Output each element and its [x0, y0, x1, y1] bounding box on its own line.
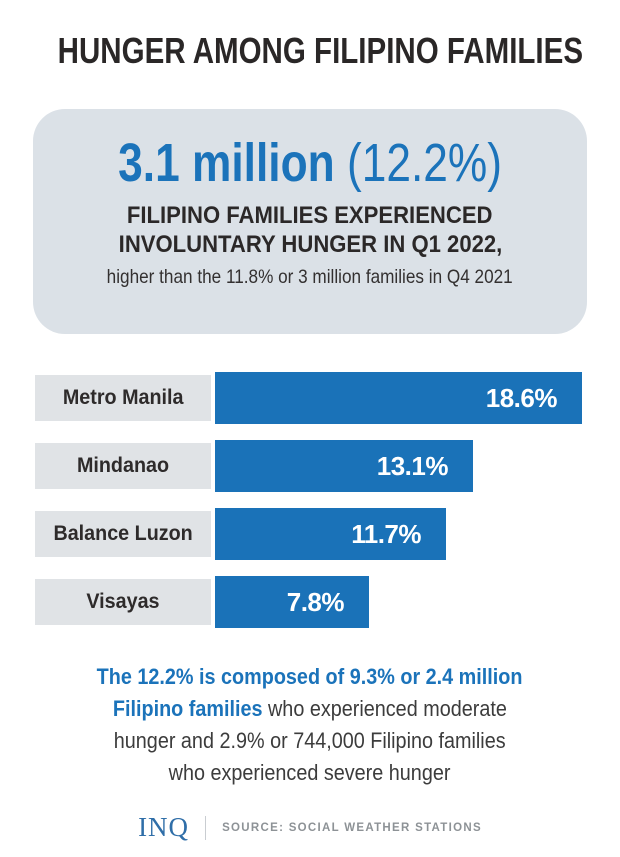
comparison-note-text: higher than the 11.8% or 3 million famil… — [106, 265, 514, 288]
footnote-line-3-text: hunger and 2.9% or 744,000 Filipino fami… — [114, 728, 506, 753]
page-title-text: HUNGER AMONG FILIPINO FAMILIES — [57, 30, 584, 71]
summary-box: 3.1 million (12.2%) FILIPINO FAMILIES EX… — [33, 109, 587, 334]
chart-row-metro-manila: Metro Manila 18.6% — [35, 372, 590, 424]
bar-metro-manila: 18.6% — [215, 372, 582, 424]
chart-row-mindanao: Mindanao 13.1% — [35, 440, 590, 492]
bar-value-label: 11.7% — [351, 519, 421, 549]
footnote-line-1-text: The 12.2% is composed of 9.3% or 2.4 mil… — [97, 664, 523, 689]
footer-divider — [205, 815, 207, 840]
footnote-line-2: Filipino families who experienced modera… — [0, 693, 620, 725]
footnote-line-1: The 12.2% is composed of 9.3% or 2.4 mil… — [0, 661, 620, 693]
footnote-line-2-text: Filipino families who experienced modera… — [113, 693, 507, 725]
footnote: The 12.2% is composed of 9.3% or 2.4 mil… — [0, 661, 620, 789]
page-title: HUNGER AMONG FILIPINO FAMILIES — [0, 0, 620, 72]
comparison-note: higher than the 11.8% or 3 million famil… — [33, 264, 587, 290]
inq-logo: INQ — [138, 812, 190, 842]
bar-mindanao: 13.1% — [215, 440, 473, 492]
category-label: Mindanao — [76, 454, 170, 477]
category-strip-visayas: Visayas — [35, 579, 211, 625]
bar-value-label: 7.8% — [286, 587, 345, 617]
subhead-line-2-text: INVOLUNTARY HUNGER IN Q1 2022, — [118, 230, 502, 258]
headline-percent: (12.2%) — [346, 133, 502, 193]
subhead-line-2: INVOLUNTARY HUNGER IN Q1 2022, — [33, 230, 587, 259]
chart-row-visayas: Visayas 7.8% — [35, 576, 590, 628]
chart-row-balance-luzon: Balance Luzon 11.7% — [35, 508, 590, 560]
category-strip-balance-luzon: Balance Luzon — [35, 511, 211, 557]
headline-text: 3.1 million (12.2%) — [118, 135, 502, 192]
bar-value-label: 18.6% — [485, 383, 558, 413]
headline: 3.1 million (12.2%) — [33, 135, 587, 192]
category-strip-mindanao: Mindanao — [35, 443, 211, 489]
footnote-line-4-text: who experienced severe hunger — [169, 760, 451, 785]
subhead-line-1-text: FILIPINO FAMILIES EXPERIENCED — [127, 201, 493, 229]
footnote-rest: who experienced moderate — [268, 696, 507, 721]
bar-visayas: 7.8% — [215, 576, 369, 628]
category-label: Visayas — [86, 590, 160, 613]
category-label: Metro Manila — [62, 386, 184, 409]
subhead-line-1: FILIPINO FAMILIES EXPERIENCED — [33, 201, 587, 230]
hunger-bar-chart: Metro Manila 18.6% Mindanao 13.1% Balanc… — [35, 372, 590, 628]
category-strip-metro-manila: Metro Manila — [35, 375, 211, 421]
bar-value-label: 13.1% — [376, 451, 449, 481]
footnote-line-3: hunger and 2.9% or 744,000 Filipino fami… — [0, 725, 620, 757]
bar-balance-luzon: 11.7% — [215, 508, 446, 560]
headline-number: 3.1 million — [118, 133, 335, 193]
category-label: Balance Luzon — [53, 522, 193, 545]
footnote-line-4: who experienced severe hunger — [0, 757, 620, 789]
footer: INQ SOURCE: SOCIAL WEATHER STATIONS — [0, 814, 620, 841]
footnote-highlight: Filipino families — [113, 696, 269, 721]
source-credit: SOURCE: SOCIAL WEATHER STATIONS — [222, 821, 482, 834]
